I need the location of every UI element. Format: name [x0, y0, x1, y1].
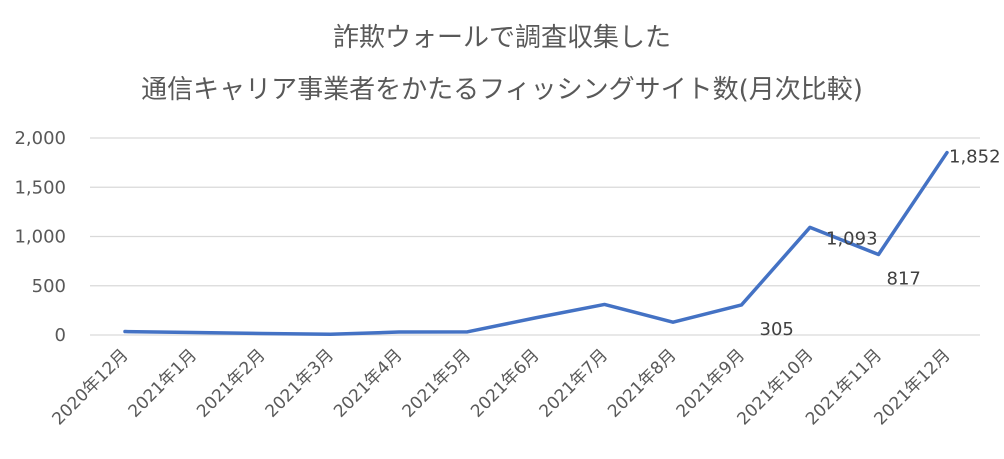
x-axis-ticks: 2020年12月2021年1月2021年2月2021年3月2021年4月2021…: [48, 345, 954, 429]
y-tick-label: 2,000: [14, 128, 66, 149]
y-tick-label: 1,000: [14, 227, 66, 248]
chart-title-line-2: 通信キャリア事業者をかたるフィッシングサイト数(月次比較): [141, 75, 863, 105]
chart-title-line-1: 詐欺ウォールで調査収集した: [332, 23, 671, 53]
series-line: [123, 150, 949, 336]
x-tick-label: 2021年3月: [262, 345, 338, 421]
x-tick-label: 2021年2月: [193, 345, 269, 421]
x-tick-label: 2021年5月: [399, 345, 475, 421]
x-tick-label: 2020年12月: [48, 345, 132, 429]
y-tick-label: 1,500: [14, 177, 66, 198]
x-tick-label: 2021年6月: [467, 345, 543, 421]
x-tick-label: 2021年4月: [330, 345, 406, 421]
x-tick-label: 2021年1月: [125, 345, 201, 421]
data-label: 817: [887, 269, 921, 290]
data-label: 1,093: [826, 228, 878, 249]
series-layer: [123, 150, 949, 336]
y-tick-label: 500: [32, 276, 66, 297]
x-tick-label: 2021年7月: [536, 345, 612, 421]
x-tick-label: 2021年8月: [604, 345, 680, 421]
y-tick-label: 0: [55, 325, 66, 346]
data-label: 1,852: [949, 147, 1001, 168]
data-labels: 305 1,093 817 1,852: [760, 147, 1001, 340]
data-label: 305: [760, 319, 794, 340]
y-axis-ticks: 0 500 1,000 1,500 2,000: [14, 128, 66, 346]
